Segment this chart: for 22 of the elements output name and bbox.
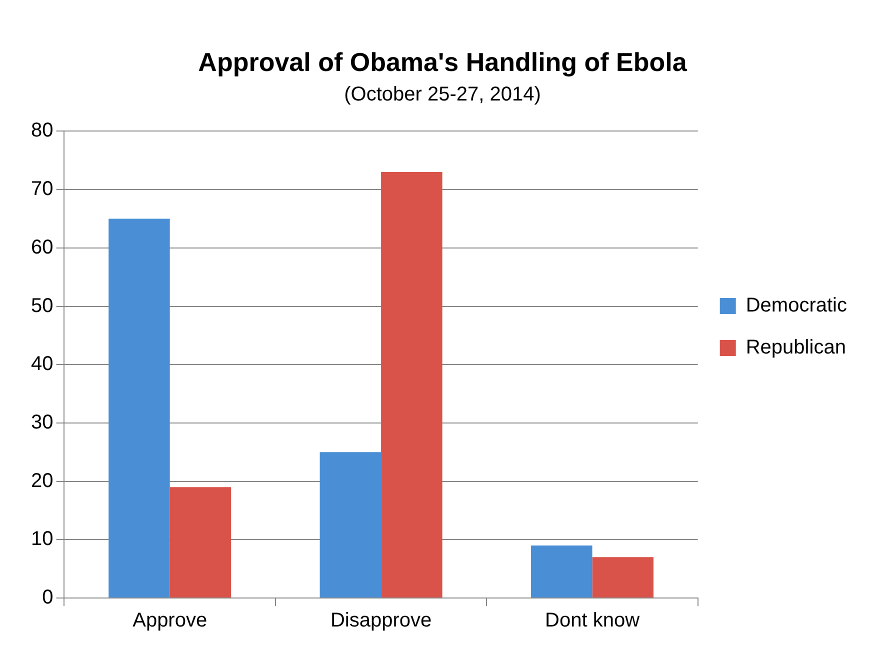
bar xyxy=(320,452,382,598)
legend-label: Republican xyxy=(746,336,846,359)
bar xyxy=(170,487,232,598)
chart-title: Approval of Obama's Handling of Ebola xyxy=(198,46,688,77)
bar xyxy=(108,218,170,598)
bar xyxy=(381,172,442,598)
chart-subtitle: (October 25-27, 2014) xyxy=(344,84,541,106)
y-tick-label: 20 xyxy=(30,470,54,492)
x-tick-label: Approve xyxy=(132,610,208,632)
y-tick-label: 80 xyxy=(30,120,54,142)
bar xyxy=(531,545,592,598)
y-tick-label: 30 xyxy=(30,411,54,434)
bar xyxy=(592,557,654,598)
x-tick-label: Disapprove xyxy=(330,610,432,632)
x-tick-label: Dont know xyxy=(545,610,640,632)
y-tick-label: 60 xyxy=(30,236,54,258)
y-tick-label: 40 xyxy=(30,353,54,376)
y-tick-label: 0 xyxy=(42,586,54,609)
legend-label: Democratic xyxy=(746,294,848,317)
y-tick-label: 70 xyxy=(30,178,54,200)
y-tick-label: 50 xyxy=(30,294,54,317)
y-tick-label: 10 xyxy=(30,528,54,550)
